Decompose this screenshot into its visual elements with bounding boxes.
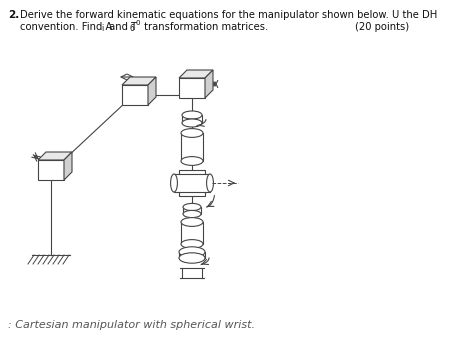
Ellipse shape: [181, 218, 203, 227]
Polygon shape: [179, 78, 205, 98]
Polygon shape: [179, 252, 205, 258]
Text: : Cartesian manipulator with spherical wrist.: : Cartesian manipulator with spherical w…: [8, 320, 255, 330]
Ellipse shape: [183, 203, 201, 211]
Polygon shape: [122, 85, 148, 105]
Ellipse shape: [171, 174, 177, 192]
Polygon shape: [182, 115, 202, 123]
Polygon shape: [148, 77, 156, 105]
Polygon shape: [183, 207, 201, 214]
Ellipse shape: [183, 211, 201, 218]
Polygon shape: [64, 152, 72, 180]
Text: (20 points): (20 points): [355, 22, 409, 32]
Text: 6: 6: [130, 24, 135, 33]
Polygon shape: [205, 70, 213, 98]
Polygon shape: [38, 160, 64, 180]
Text: transformation matrices.: transformation matrices.: [141, 22, 268, 32]
Polygon shape: [179, 170, 205, 196]
Text: 0: 0: [136, 20, 140, 26]
Ellipse shape: [181, 129, 203, 137]
Ellipse shape: [207, 174, 213, 192]
Ellipse shape: [179, 247, 205, 257]
Text: and T: and T: [106, 22, 137, 32]
Polygon shape: [174, 174, 210, 192]
Text: i: i: [101, 24, 103, 33]
Polygon shape: [179, 70, 213, 78]
Polygon shape: [38, 152, 72, 160]
Polygon shape: [181, 222, 203, 244]
Ellipse shape: [181, 240, 203, 248]
Ellipse shape: [181, 157, 203, 165]
Ellipse shape: [182, 111, 202, 119]
Ellipse shape: [182, 119, 202, 127]
Text: Derive the forward kinematic equations for the manipulator shown below. U the DH: Derive the forward kinematic equations f…: [20, 10, 437, 20]
Polygon shape: [122, 77, 156, 85]
Text: convention. Find A: convention. Find A: [20, 22, 112, 32]
Polygon shape: [181, 133, 203, 161]
Text: 2.: 2.: [8, 10, 19, 20]
Ellipse shape: [179, 253, 205, 263]
